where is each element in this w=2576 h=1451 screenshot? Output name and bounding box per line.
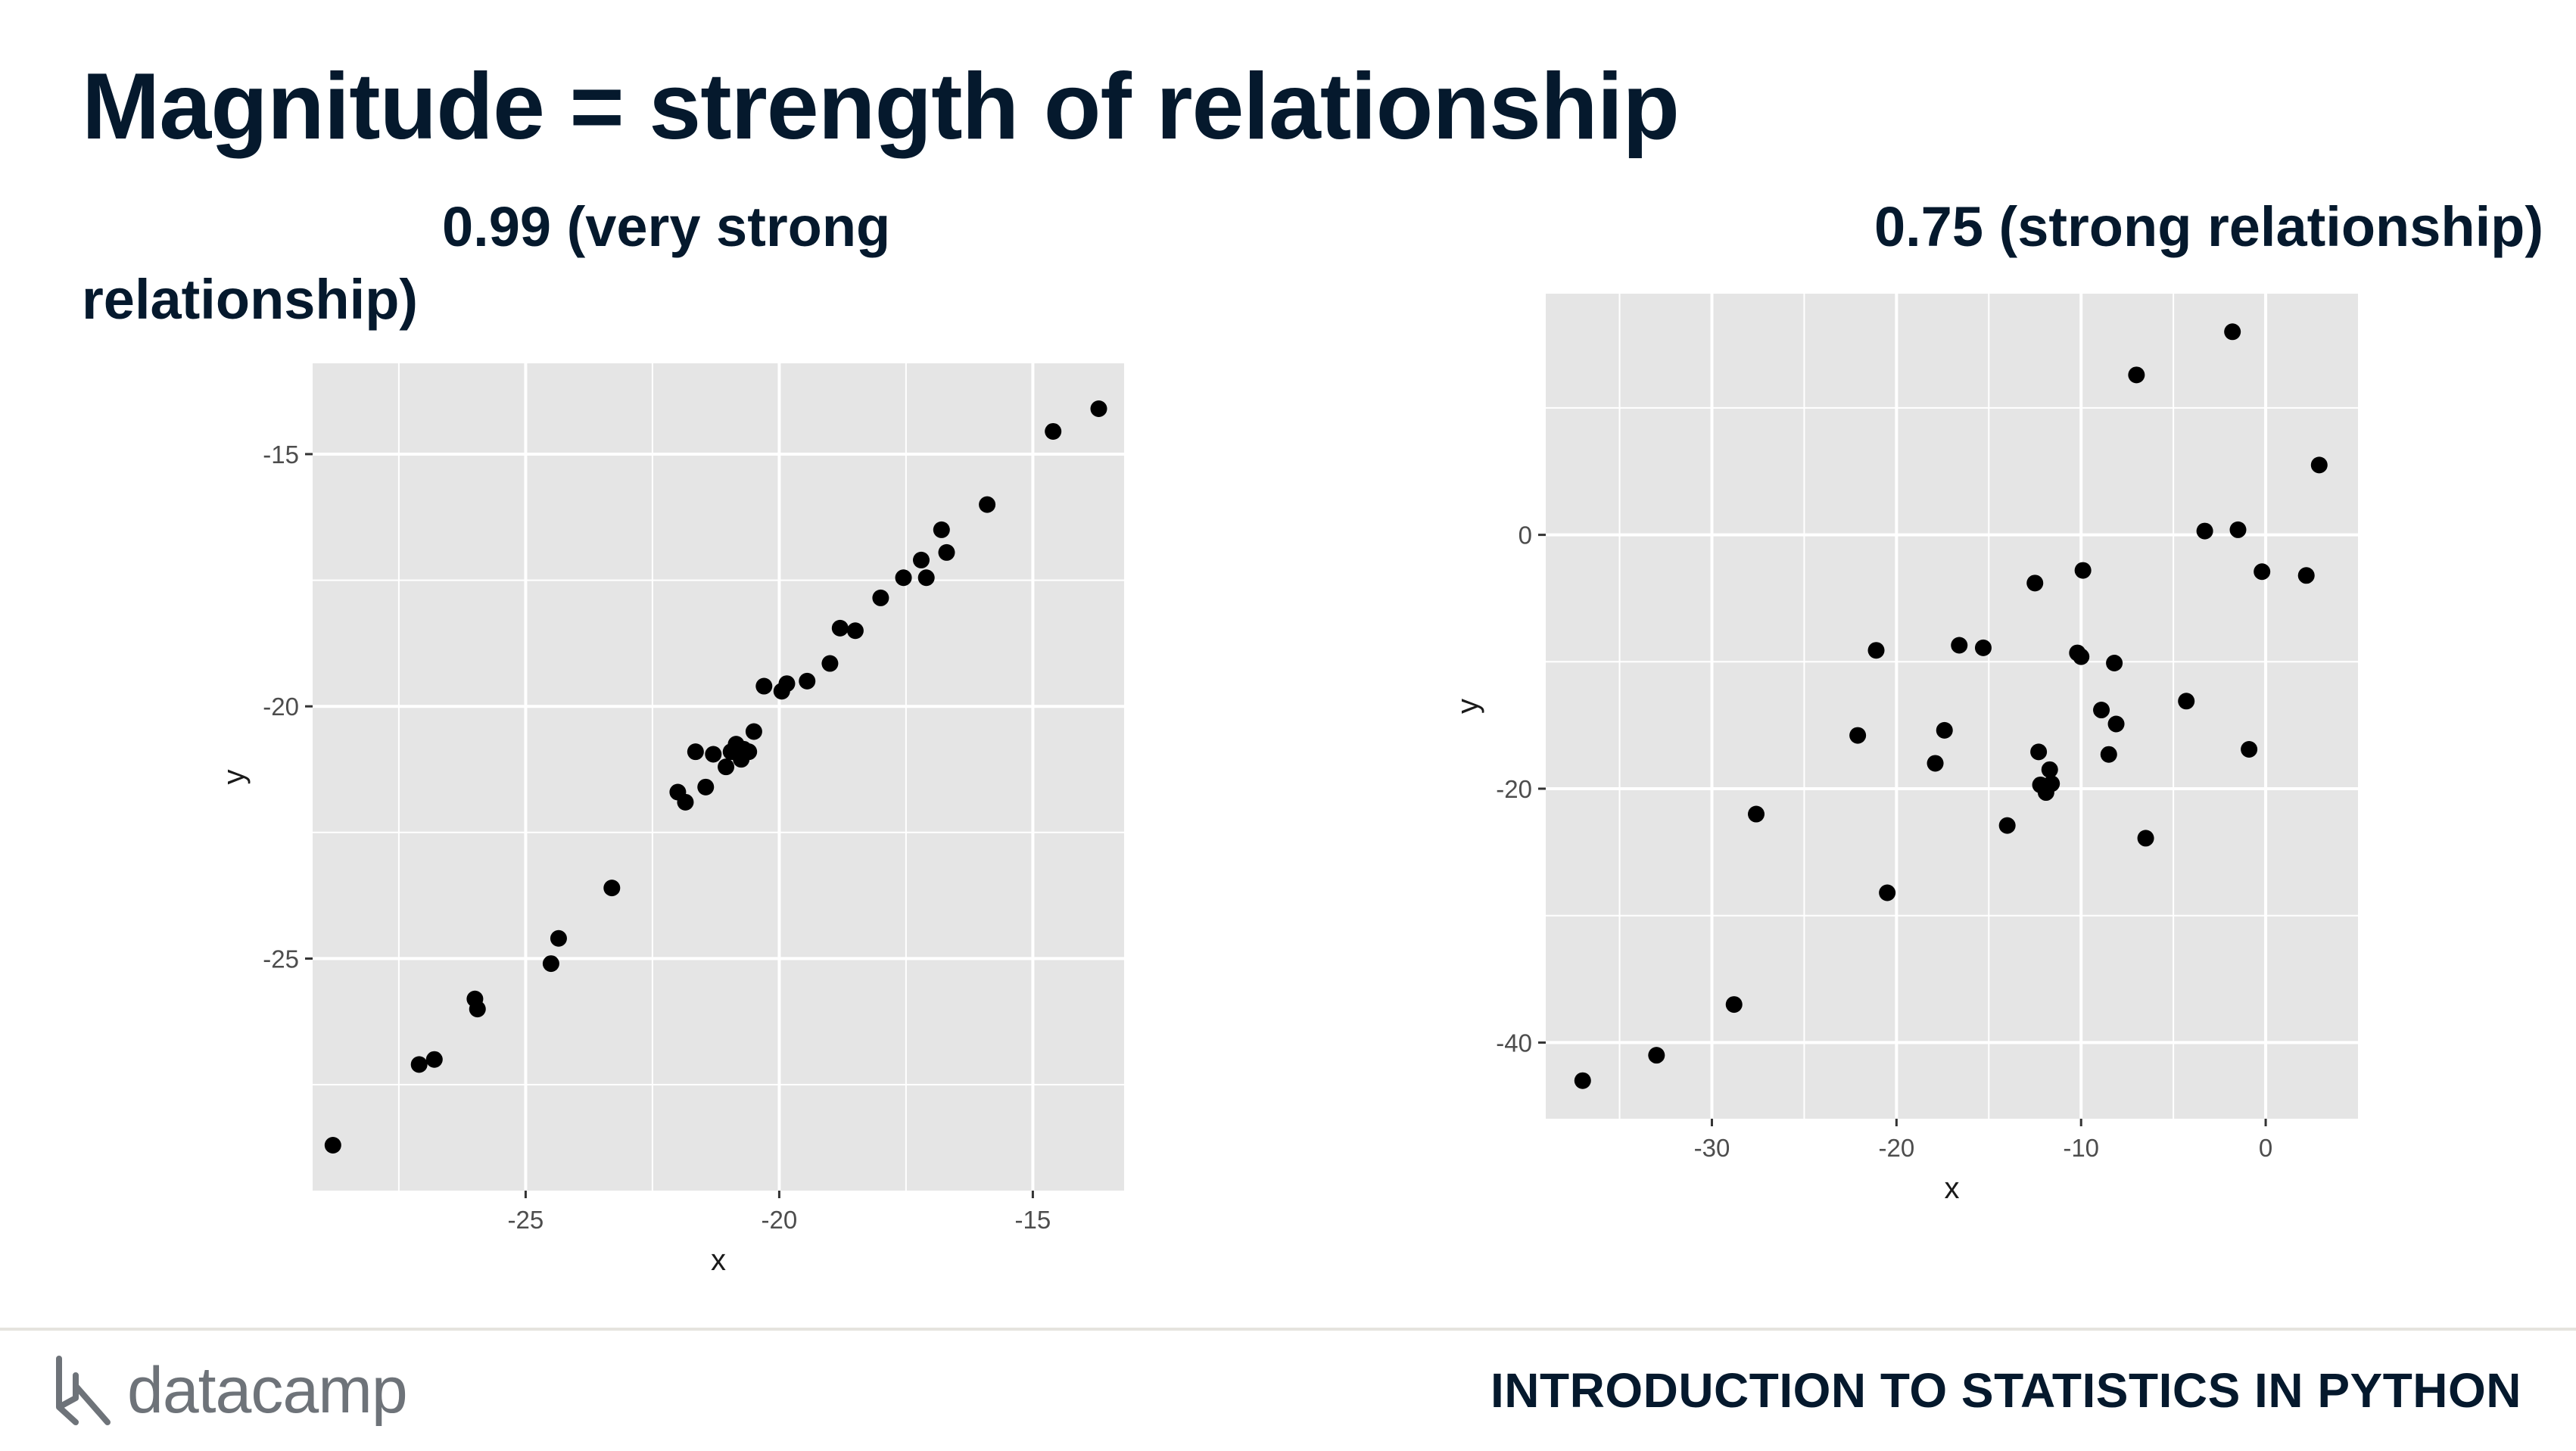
data-point [1574, 1072, 1591, 1089]
x-tick-label: -10 [2063, 1134, 2099, 1162]
data-point [1974, 639, 1992, 656]
data-point [705, 746, 722, 763]
data-point [938, 543, 955, 561]
x-tick-label: -25 [508, 1206, 544, 1234]
data-point [1951, 637, 1968, 654]
data-point [2196, 522, 2213, 540]
data-point [1936, 721, 1953, 739]
data-point [469, 1001, 486, 1018]
data-point [2224, 323, 2241, 341]
plot-panel [1546, 294, 2358, 1119]
data-point [2241, 741, 2258, 758]
data-point [821, 655, 839, 672]
x-tick-label: -30 [1694, 1134, 1730, 1162]
y-tick-label: 0 [1519, 522, 1532, 550]
data-point [718, 758, 735, 776]
data-point [603, 880, 621, 897]
data-point [2030, 743, 2048, 761]
x-axis-title: x [1945, 1172, 1960, 1205]
data-point [979, 496, 996, 513]
data-point [1879, 884, 1896, 901]
data-point [2106, 654, 2123, 671]
data-point [1748, 805, 1765, 823]
course-name: INTRODUCTION TO STATISTICS IN PYTHON [1490, 1363, 2521, 1418]
data-point [2310, 456, 2328, 474]
data-point [542, 955, 559, 973]
data-point [1927, 755, 1944, 772]
x-axis-title: x [711, 1244, 726, 1277]
data-point [677, 793, 694, 811]
data-point [799, 672, 816, 690]
data-point [846, 622, 864, 640]
data-point [2043, 775, 2060, 792]
data-point [550, 929, 567, 947]
data-point [917, 569, 935, 587]
data-point [755, 677, 773, 695]
data-point [2041, 761, 2058, 778]
data-point [697, 778, 715, 796]
y-tick-label: -20 [1496, 775, 1532, 803]
data-point [425, 1051, 443, 1068]
x-tick-label: 0 [2259, 1134, 2272, 1162]
data-point [2254, 563, 2271, 581]
data-point [1648, 1047, 1665, 1064]
data-point [2229, 521, 2247, 538]
data-point [2093, 702, 2110, 719]
data-point [831, 619, 849, 637]
data-point [913, 551, 930, 568]
data-point [1867, 642, 1885, 659]
datacamp-logo: datacamp [53, 1349, 408, 1432]
data-point [1998, 817, 2016, 834]
data-point [1090, 400, 1107, 417]
data-point [895, 569, 912, 587]
data-point [1045, 422, 1062, 440]
data-point [740, 743, 758, 761]
x-tick-label: -20 [762, 1206, 798, 1234]
left-chart-title: 0.99 (very strong relationship) [82, 195, 891, 331]
datacamp-logo-text: datacamp [127, 1353, 408, 1427]
data-point [872, 589, 889, 606]
y-tick-label: -40 [1496, 1029, 1532, 1057]
datacamp-logo-icon [56, 1356, 111, 1425]
data-point [687, 743, 704, 761]
data-point [410, 1056, 428, 1073]
data-point [2074, 562, 2092, 579]
x-tick-label: -20 [1878, 1134, 1914, 1162]
y-tick-label: -15 [263, 441, 299, 469]
data-point [778, 675, 796, 693]
data-point [2137, 830, 2154, 847]
data-point [1725, 996, 1743, 1014]
data-point [2073, 648, 2090, 665]
data-point [933, 521, 950, 538]
data-point [2100, 746, 2117, 763]
y-tick-label: -20 [263, 693, 299, 721]
data-point [2178, 693, 2195, 710]
data-point [1849, 727, 1867, 744]
data-point [745, 723, 762, 740]
footer-divider [0, 1328, 2576, 1331]
right-chart-title: 0.75 (strong relationship) [1874, 195, 2543, 258]
y-tick-label: -25 [263, 945, 299, 973]
data-point [2297, 567, 2315, 584]
data-point [2107, 715, 2125, 733]
slide-title: Magnitude = strength of relationship [82, 54, 1680, 159]
data-point [324, 1137, 341, 1154]
y-axis-title: y [1451, 699, 1484, 714]
x-tick-label: -15 [1015, 1206, 1051, 1234]
data-point [2026, 574, 2044, 592]
y-axis-title: y [217, 770, 251, 785]
data-point [2128, 366, 2145, 384]
